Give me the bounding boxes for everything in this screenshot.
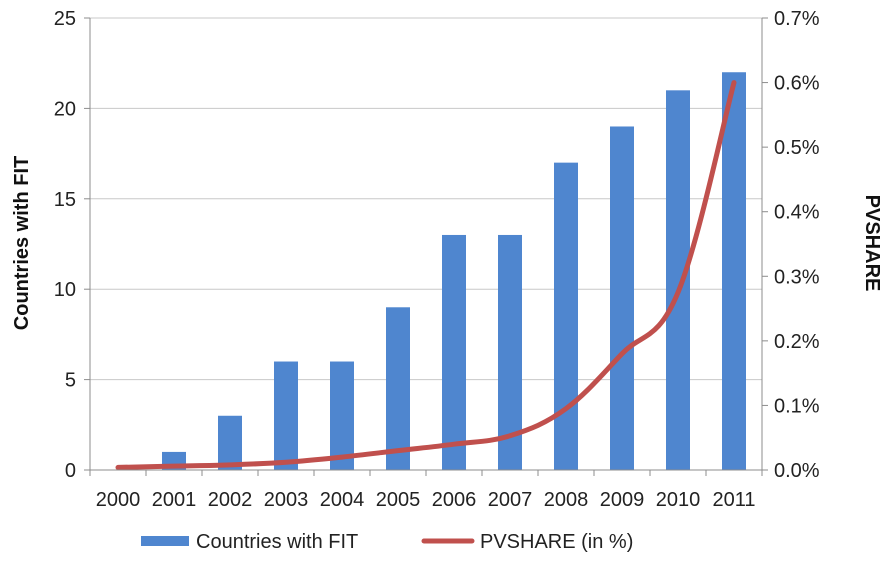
bar-2008: [554, 162, 578, 470]
x-tick-label: 2004: [320, 489, 365, 511]
x-tick-label: 2005: [376, 489, 421, 511]
legend-label-countries-with-fit: Countries with FIT: [196, 531, 358, 553]
right-tick-label: 0.6%: [774, 73, 820, 95]
left-axis-title: Countries with FIT: [11, 156, 33, 330]
right-axis-title: PVSHARE: [861, 195, 880, 292]
axes: [89, 18, 763, 471]
x-tick-label: 2003: [264, 489, 309, 511]
right-tick-label: 0.4%: [774, 202, 820, 224]
line-series-pvshare: [115, 80, 737, 470]
bar-series-countries-with-fit: [162, 72, 746, 471]
bar-2011: [722, 72, 746, 471]
bar-2003: [274, 361, 298, 470]
x-tick-label: 2000: [96, 489, 141, 511]
legend-label-pvshare: PVSHARE (in %): [480, 531, 633, 553]
bar-2002: [218, 415, 242, 470]
right-tick-label: 0.7%: [774, 8, 820, 30]
x-tick-label: 2002: [208, 489, 253, 511]
bar-2004: [330, 361, 354, 470]
x-tick-label: 2011: [712, 489, 755, 511]
gridlines: [90, 17, 762, 471]
right-tick-label: 0.3%: [774, 266, 820, 288]
bar-2005: [386, 307, 410, 470]
right-tick-label: 0.5%: [774, 137, 820, 159]
x-axis-tick-labels: 2000 2001 2002 2003 2004 2005 2006 2007 2008 2009…: [89, 470, 763, 511]
left-tick-label: 15: [54, 189, 76, 211]
x-tick-label: 2010: [656, 489, 701, 511]
left-axis-tick-labels: 0 5 10 15 20 25: [54, 8, 90, 482]
x-tick-label: 2008: [544, 489, 589, 511]
x-tick-label: 2007: [488, 489, 533, 511]
x-tick-label: 2001: [152, 489, 197, 511]
right-axis-tick-labels: 0.0% 0.1% 0.2% 0.3% 0.4% 0.5% 0.6% 0.7%: [762, 8, 820, 482]
left-tick-label: 0: [65, 460, 76, 482]
x-tick-label: 2006: [432, 489, 477, 511]
right-tick-label: 0.2%: [774, 331, 820, 353]
legend-swatch-countries-with-fit: [141, 536, 189, 546]
bar-2009: [610, 126, 634, 470]
right-tick-label: 0.0%: [774, 460, 820, 482]
bar-2010: [666, 90, 690, 470]
left-tick-label: 5: [65, 370, 76, 392]
bar-2006: [442, 234, 466, 470]
x-tick-label: 2009: [600, 489, 645, 511]
left-tick-label: 25: [54, 8, 76, 30]
left-tick-label: 20: [54, 98, 76, 120]
right-tick-label: 0.1%: [774, 395, 820, 417]
legend: Countries with FIT PVSHARE (in %): [141, 531, 633, 553]
left-tick-label: 10: [54, 279, 76, 301]
